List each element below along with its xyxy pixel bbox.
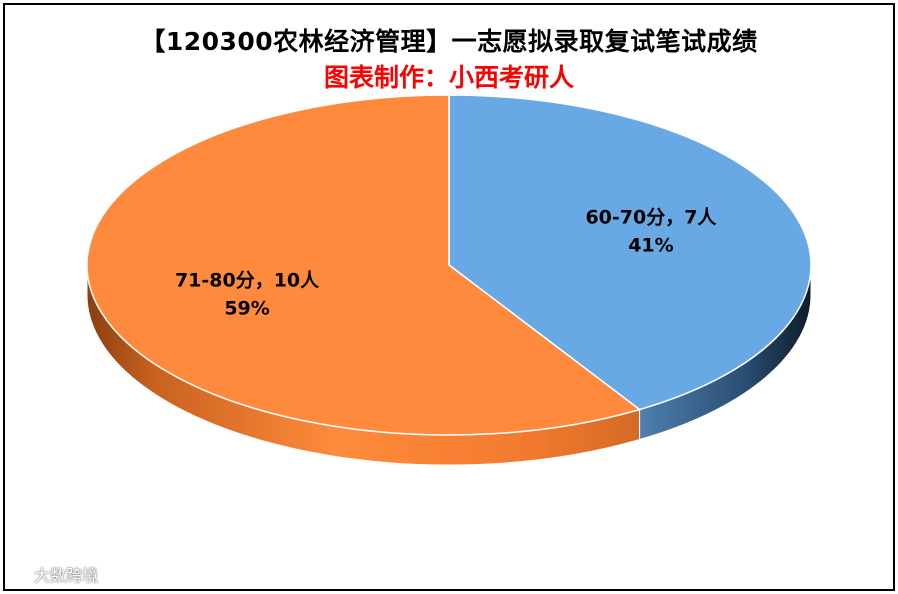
pie-slice-1 bbox=[86, 94, 642, 436]
chart-title: 【120300农林经济管理】一志愿拟录取复试笔试成绩 bbox=[140, 27, 758, 56]
slice-percent-0: 41% bbox=[628, 234, 673, 256]
slice-label-1: 71-80分，10人 bbox=[175, 270, 320, 292]
chart-subtitle: 图表制作：小西考研人 bbox=[323, 63, 574, 92]
watermark-text: 大数跨境 bbox=[34, 566, 99, 585]
watermark-logo-icon bbox=[8, 565, 30, 583]
pie-slice-0 bbox=[448, 94, 812, 411]
slice-label-0: 60-70分，7人 bbox=[585, 206, 717, 228]
slice-percent-1: 59% bbox=[224, 298, 269, 320]
watermark: 大数跨境 bbox=[8, 562, 98, 586]
